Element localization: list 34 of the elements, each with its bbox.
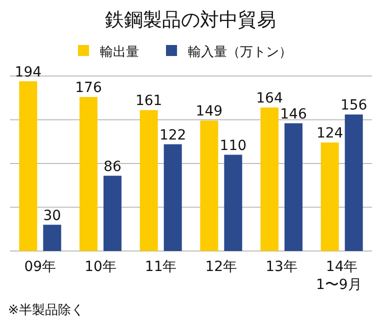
data-label: 146: [280, 106, 307, 122]
data-label: 122: [159, 127, 186, 144]
x-tick-label: 14年 1〜9月: [316, 259, 362, 293]
bar: [19, 81, 38, 251]
text: ※半製品除く: [8, 303, 84, 318]
x-tick-label: 11年: [144, 259, 177, 275]
data-label: 176: [75, 80, 102, 96]
x-tick-label: 09年: [24, 259, 56, 275]
x-tick-label: 12年: [205, 259, 238, 275]
bar: [80, 97, 98, 251]
bar: [260, 108, 278, 251]
bar: [104, 176, 122, 251]
data-label: 194: [14, 64, 42, 80]
chart-title: 鉄鋼製品の対中貿易: [105, 9, 276, 31]
data-label: 149: [196, 104, 223, 120]
data-label: 30: [43, 208, 62, 224]
x-tick-label: 13年: [266, 259, 298, 275]
data-label: 156: [340, 98, 368, 114]
bar: [43, 224, 62, 251]
legend-label: 輸入量（万トン）: [188, 45, 292, 60]
bar: [344, 114, 363, 251]
data-label: 86: [104, 158, 122, 175]
legend-label: 輸出量: [100, 45, 139, 60]
bar: [320, 142, 339, 251]
data-label: 110: [220, 138, 247, 154]
bar: [140, 110, 158, 251]
bar: [284, 123, 302, 251]
x-tick-label: 10年: [84, 259, 116, 275]
data-label: 161: [135, 93, 162, 110]
bar: [164, 144, 182, 251]
data-label: 124: [316, 126, 344, 142]
data-label: 164: [256, 90, 283, 106]
bar: [224, 154, 242, 251]
bar: [200, 120, 218, 251]
